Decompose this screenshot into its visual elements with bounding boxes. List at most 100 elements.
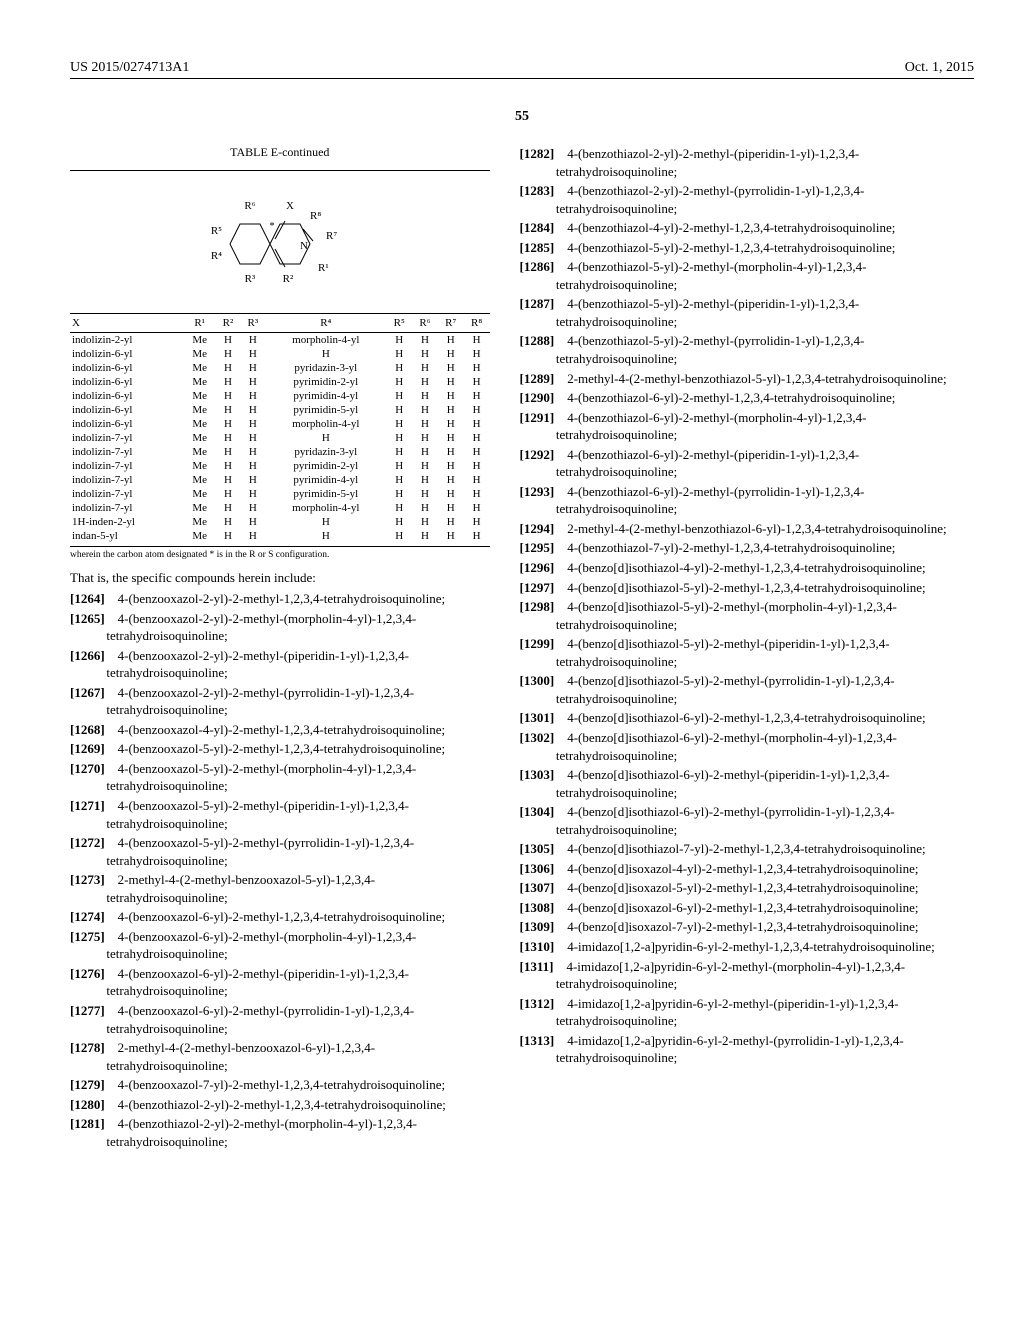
entry-number: [1292] bbox=[520, 447, 555, 462]
entry-number: [1295] bbox=[520, 540, 555, 555]
table-cell: H bbox=[464, 459, 490, 473]
entry-text: 4-(benzo[d]isothiazol-7-yl)-2-methyl-1,2… bbox=[554, 841, 925, 856]
entry-number: [1313] bbox=[520, 1033, 555, 1048]
entry-number: [1272] bbox=[70, 835, 105, 850]
table-cell: indolizin-7-yl bbox=[70, 445, 184, 459]
compound-entry: [1309] 4-(benzo[d]isoxazol-7-yl)-2-methy… bbox=[520, 918, 974, 936]
table-cell: Me bbox=[184, 403, 216, 417]
table-cell: H bbox=[386, 515, 412, 529]
entry-text: 4-(benzooxazol-5-yl)-2-methyl-(morpholin… bbox=[105, 761, 417, 794]
entry-number: [1308] bbox=[520, 900, 555, 915]
table-row: 1H-inden-2-ylMeHHHHHHH bbox=[70, 515, 490, 529]
svg-text:R³: R³ bbox=[244, 273, 255, 285]
table-cell: H bbox=[412, 403, 438, 417]
table-cell: H bbox=[240, 501, 265, 515]
table-cell: H bbox=[412, 431, 438, 445]
entry-text: 4-imidazo[1,2-a]pyridin-6-yl-2-methyl-(m… bbox=[553, 959, 905, 992]
entry-text: 4-(benzooxazol-6-yl)-2-methyl-1,2,3,4-te… bbox=[105, 909, 445, 924]
compound-entry: [1293] 4-(benzothiazol-6-yl)-2-methyl-(p… bbox=[520, 483, 974, 518]
entry-text: 4-imidazo[1,2-a]pyridin-6-yl-2-methyl-(p… bbox=[554, 1033, 903, 1066]
svg-text:R⁸: R⁸ bbox=[310, 210, 321, 222]
table-cell: H bbox=[464, 515, 490, 529]
table-cell: Me bbox=[184, 333, 216, 348]
compound-entry: [1277] 4-(benzooxazol-6-yl)-2-methyl-(py… bbox=[70, 1002, 490, 1037]
compound-entry: [1311] 4-imidazo[1,2-a]pyridin-6-yl-2-me… bbox=[520, 958, 974, 993]
table-cell: H bbox=[438, 501, 464, 515]
table-cell: pyrimidin-2-yl bbox=[265, 375, 386, 389]
table-col-header: R³ bbox=[240, 314, 265, 333]
table-cell: pyrimidin-5-yl bbox=[265, 403, 386, 417]
intro-text: That is, the specific compounds herein i… bbox=[70, 570, 490, 586]
table-cell: H bbox=[464, 361, 490, 375]
table-row: indolizin-6-ylMeHHmorpholin-4-ylHHHH bbox=[70, 417, 490, 431]
table-cell: H bbox=[438, 375, 464, 389]
entry-text: 4-(benzo[d]isothiazol-5-yl)-2-methyl-(pi… bbox=[554, 636, 889, 669]
content-columns: TABLE E-continued R⁶ R⁵ R⁴ R³ X R⁸ bbox=[70, 145, 974, 1152]
table-cell: H bbox=[216, 459, 241, 473]
table-row: indan-5-ylMeHHHHHHH bbox=[70, 529, 490, 543]
publication-date: Oct. 1, 2015 bbox=[905, 60, 974, 76]
entry-text: 2-methyl-4-(2-methyl-benzothiazol-5-yl)-… bbox=[554, 371, 946, 386]
entry-number: [1305] bbox=[520, 841, 555, 856]
compound-entry: [1306] 4-(benzo[d]isoxazol-4-yl)-2-methy… bbox=[520, 860, 974, 878]
compound-table: XR¹R²R³R⁴R⁵R⁶R⁷R⁸ indolizin-2-ylMeHHmorp… bbox=[70, 313, 490, 543]
table-row: indolizin-7-ylMeHHmorpholin-4-ylHHHH bbox=[70, 501, 490, 515]
entry-text: 4-(benzooxazol-2-yl)-2-methyl-(piperidin… bbox=[105, 648, 409, 681]
table-cell: H bbox=[386, 361, 412, 375]
svg-text:R²: R² bbox=[282, 273, 293, 285]
table-cell: morpholin-4-yl bbox=[265, 501, 386, 515]
table-cell: H bbox=[412, 487, 438, 501]
compound-entry: [1298] 4-(benzo[d]isothiazol-5-yl)-2-met… bbox=[520, 598, 974, 633]
table-cell: H bbox=[386, 445, 412, 459]
entry-text: 4-(benzo[d]isothiazol-5-yl)-2-methyl-(mo… bbox=[554, 599, 897, 632]
table-header-row: XR¹R²R³R⁴R⁵R⁶R⁷R⁸ bbox=[70, 314, 490, 333]
table-col-header: R¹ bbox=[184, 314, 216, 333]
table-cell: H bbox=[464, 445, 490, 459]
table-row: indolizin-6-ylMeHHHHHHH bbox=[70, 347, 490, 361]
table-cell: H bbox=[216, 501, 241, 515]
compound-entry: [1303] 4-(benzo[d]isothiazol-6-yl)-2-met… bbox=[520, 766, 974, 801]
table-cell: H bbox=[438, 487, 464, 501]
entry-number: [1301] bbox=[520, 710, 555, 725]
table-cell: H bbox=[464, 333, 490, 348]
table-cell: H bbox=[386, 389, 412, 403]
table-cell: H bbox=[216, 515, 241, 529]
entry-number: [1298] bbox=[520, 599, 555, 614]
table-col-header: R⁷ bbox=[438, 314, 464, 333]
table-cell: H bbox=[240, 347, 265, 361]
entry-number: [1266] bbox=[70, 648, 105, 663]
table-cell: indolizin-6-yl bbox=[70, 361, 184, 375]
compound-entry: [1304] 4-(benzo[d]isothiazol-6-yl)-2-met… bbox=[520, 803, 974, 838]
table-cell: H bbox=[438, 361, 464, 375]
compound-entry: [1282] 4-(benzothiazol-2-yl)-2-methyl-(p… bbox=[520, 145, 974, 180]
table-cell: H bbox=[464, 403, 490, 417]
compound-entry: [1283] 4-(benzothiazol-2-yl)-2-methyl-(p… bbox=[520, 182, 974, 217]
entry-text: 4-(benzothiazol-6-yl)-2-methyl-(morpholi… bbox=[554, 410, 866, 443]
table-cell: pyrimidin-5-yl bbox=[265, 487, 386, 501]
entry-number: [1307] bbox=[520, 880, 555, 895]
table-cell: indolizin-7-yl bbox=[70, 431, 184, 445]
compound-entry: [1278] 2-methyl-4-(2-methyl-benzooxazol-… bbox=[70, 1039, 490, 1074]
entry-text: 4-(benzo[d]isothiazol-6-yl)-2-methyl-(py… bbox=[554, 804, 894, 837]
compound-entry: [1302] 4-(benzo[d]isothiazol-6-yl)-2-met… bbox=[520, 729, 974, 764]
entry-number: [1290] bbox=[520, 390, 555, 405]
table-cell: Me bbox=[184, 459, 216, 473]
table-cell: H bbox=[464, 529, 490, 543]
table-cell: H bbox=[386, 417, 412, 431]
entry-number: [1302] bbox=[520, 730, 555, 745]
table-row: indolizin-7-ylMeHHpyridazin-3-ylHHHH bbox=[70, 445, 490, 459]
table-row: indolizin-6-ylMeHHpyridazin-3-ylHHHH bbox=[70, 361, 490, 375]
entry-text: 4-(benzo[d]isoxazol-6-yl)-2-methyl-1,2,3… bbox=[554, 900, 918, 915]
table-cell: H bbox=[438, 403, 464, 417]
table-cell: indolizin-6-yl bbox=[70, 347, 184, 361]
table-cell: H bbox=[412, 445, 438, 459]
compound-entry: [1305] 4-(benzo[d]isothiazol-7-yl)-2-met… bbox=[520, 840, 974, 858]
entry-number: [1285] bbox=[520, 240, 555, 255]
entry-number: [1276] bbox=[70, 966, 105, 981]
table-cell: indolizin-6-yl bbox=[70, 403, 184, 417]
table-cell: pyridazin-3-yl bbox=[265, 361, 386, 375]
entry-text: 4-(benzooxazol-2-yl)-2-methyl-(pyrrolidi… bbox=[105, 685, 414, 718]
table-cell: indolizin-7-yl bbox=[70, 501, 184, 515]
entry-number: [1277] bbox=[70, 1003, 105, 1018]
entry-number: [1280] bbox=[70, 1097, 105, 1112]
